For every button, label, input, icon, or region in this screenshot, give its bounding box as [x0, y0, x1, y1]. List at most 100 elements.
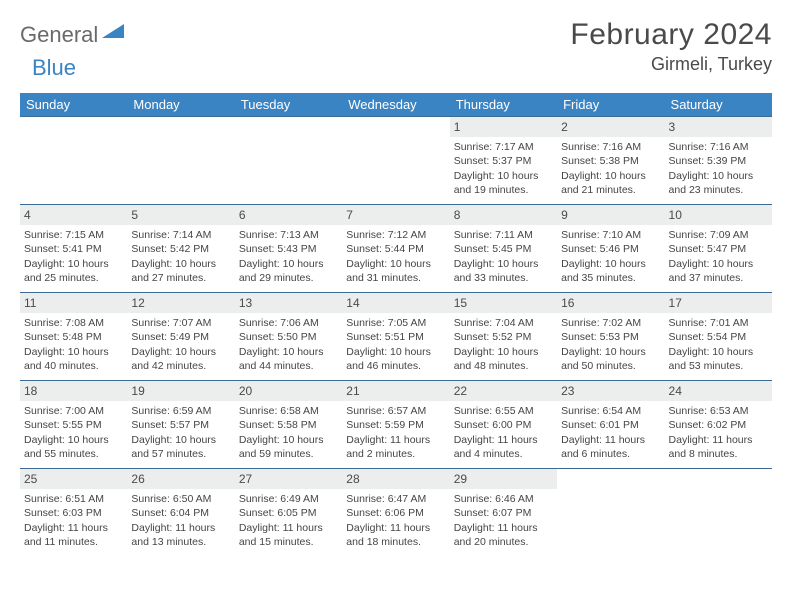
- calendar-cell: 8Sunrise: 7:11 AMSunset: 5:45 PMDaylight…: [450, 205, 557, 293]
- calendar-cell: 19Sunrise: 6:59 AMSunset: 5:57 PMDayligh…: [127, 381, 234, 469]
- calendar-cell: [342, 117, 449, 205]
- calendar-cell: 1Sunrise: 7:17 AMSunset: 5:37 PMDaylight…: [450, 117, 557, 205]
- daylight-text: Daylight: 10 hours and 23 minutes.: [669, 169, 768, 197]
- daylight-text: Daylight: 10 hours and 48 minutes.: [454, 345, 553, 373]
- daylight-text: Daylight: 10 hours and 42 minutes.: [131, 345, 230, 373]
- calendar-cell: 28Sunrise: 6:47 AMSunset: 6:06 PMDayligh…: [342, 469, 449, 557]
- daylight-text: Daylight: 10 hours and 53 minutes.: [669, 345, 768, 373]
- sunrise-text: Sunrise: 7:07 AM: [131, 316, 230, 330]
- sunrise-text: Sunrise: 6:50 AM: [131, 492, 230, 506]
- day-number: 14: [342, 293, 449, 313]
- day-header: Saturday: [665, 93, 772, 117]
- day-number: 2: [557, 117, 664, 137]
- calendar-cell: [20, 117, 127, 205]
- calendar-cell: 29Sunrise: 6:46 AMSunset: 6:07 PMDayligh…: [450, 469, 557, 557]
- day-number: 22: [450, 381, 557, 401]
- calendar-cell: 24Sunrise: 6:53 AMSunset: 6:02 PMDayligh…: [665, 381, 772, 469]
- sunset-text: Sunset: 5:54 PM: [669, 330, 768, 344]
- day-header: Friday: [557, 93, 664, 117]
- sunset-text: Sunset: 5:42 PM: [131, 242, 230, 256]
- sunset-text: Sunset: 6:00 PM: [454, 418, 553, 432]
- sunrise-text: Sunrise: 6:46 AM: [454, 492, 553, 506]
- calendar-cell: [127, 117, 234, 205]
- day-header: Wednesday: [342, 93, 449, 117]
- calendar-cell: 15Sunrise: 7:04 AMSunset: 5:52 PMDayligh…: [450, 293, 557, 381]
- sunrise-text: Sunrise: 6:58 AM: [239, 404, 338, 418]
- day-number: 18: [20, 381, 127, 401]
- calendar-week: 25Sunrise: 6:51 AMSunset: 6:03 PMDayligh…: [20, 469, 772, 557]
- calendar-cell: 18Sunrise: 7:00 AMSunset: 5:55 PMDayligh…: [20, 381, 127, 469]
- daylight-text: Daylight: 10 hours and 19 minutes.: [454, 169, 553, 197]
- title-block: February 2024 Girmeli, Turkey: [570, 18, 772, 75]
- day-header: Tuesday: [235, 93, 342, 117]
- daylight-text: Daylight: 11 hours and 13 minutes.: [131, 521, 230, 549]
- sunrise-text: Sunrise: 7:12 AM: [346, 228, 445, 242]
- sunrise-text: Sunrise: 7:16 AM: [669, 140, 768, 154]
- sunset-text: Sunset: 5:53 PM: [561, 330, 660, 344]
- daylight-text: Daylight: 11 hours and 6 minutes.: [561, 433, 660, 461]
- day-number: 11: [20, 293, 127, 313]
- daylight-text: Daylight: 10 hours and 40 minutes.: [24, 345, 123, 373]
- daylight-text: Daylight: 10 hours and 44 minutes.: [239, 345, 338, 373]
- day-number: 21: [342, 381, 449, 401]
- sunset-text: Sunset: 6:02 PM: [669, 418, 768, 432]
- calendar-week: 18Sunrise: 7:00 AMSunset: 5:55 PMDayligh…: [20, 381, 772, 469]
- daylight-text: Daylight: 11 hours and 2 minutes.: [346, 433, 445, 461]
- daylight-text: Daylight: 11 hours and 8 minutes.: [669, 433, 768, 461]
- sunset-text: Sunset: 6:07 PM: [454, 506, 553, 520]
- sunrise-text: Sunrise: 6:55 AM: [454, 404, 553, 418]
- sunset-text: Sunset: 5:43 PM: [239, 242, 338, 256]
- day-number: 19: [127, 381, 234, 401]
- day-number: 29: [450, 469, 557, 489]
- sunrise-text: Sunrise: 6:51 AM: [24, 492, 123, 506]
- day-header: Sunday: [20, 93, 127, 117]
- day-number: 5: [127, 205, 234, 225]
- sunrise-text: Sunrise: 6:47 AM: [346, 492, 445, 506]
- day-number: 24: [665, 381, 772, 401]
- daylight-text: Daylight: 10 hours and 37 minutes.: [669, 257, 768, 285]
- calendar-cell: 6Sunrise: 7:13 AMSunset: 5:43 PMDaylight…: [235, 205, 342, 293]
- day-number: 12: [127, 293, 234, 313]
- sunset-text: Sunset: 5:38 PM: [561, 154, 660, 168]
- sunrise-text: Sunrise: 7:17 AM: [454, 140, 553, 154]
- day-number: 3: [665, 117, 772, 137]
- calendar-cell: [557, 469, 664, 557]
- day-number: 20: [235, 381, 342, 401]
- calendar-cell: 5Sunrise: 7:14 AMSunset: 5:42 PMDaylight…: [127, 205, 234, 293]
- calendar-cell: 12Sunrise: 7:07 AMSunset: 5:49 PMDayligh…: [127, 293, 234, 381]
- calendar-cell: 20Sunrise: 6:58 AMSunset: 5:58 PMDayligh…: [235, 381, 342, 469]
- sunrise-text: Sunrise: 7:15 AM: [24, 228, 123, 242]
- sunset-text: Sunset: 5:50 PM: [239, 330, 338, 344]
- day-number: 8: [450, 205, 557, 225]
- sunrise-text: Sunrise: 7:05 AM: [346, 316, 445, 330]
- sunrise-text: Sunrise: 7:01 AM: [669, 316, 768, 330]
- daylight-text: Daylight: 10 hours and 25 minutes.: [24, 257, 123, 285]
- daylight-text: Daylight: 11 hours and 15 minutes.: [239, 521, 338, 549]
- day-number: 13: [235, 293, 342, 313]
- sunset-text: Sunset: 5:46 PM: [561, 242, 660, 256]
- month-title: February 2024: [570, 18, 772, 52]
- calendar-week: 4Sunrise: 7:15 AMSunset: 5:41 PMDaylight…: [20, 205, 772, 293]
- sunrise-text: Sunrise: 7:16 AM: [561, 140, 660, 154]
- sunset-text: Sunset: 5:59 PM: [346, 418, 445, 432]
- sunrise-text: Sunrise: 7:11 AM: [454, 228, 553, 242]
- calendar-week: 11Sunrise: 7:08 AMSunset: 5:48 PMDayligh…: [20, 293, 772, 381]
- day-number: 15: [450, 293, 557, 313]
- day-number: 25: [20, 469, 127, 489]
- calendar-head: SundayMondayTuesdayWednesdayThursdayFrid…: [20, 93, 772, 117]
- daylight-text: Daylight: 10 hours and 59 minutes.: [239, 433, 338, 461]
- sunset-text: Sunset: 5:44 PM: [346, 242, 445, 256]
- day-number: 17: [665, 293, 772, 313]
- sunset-text: Sunset: 5:47 PM: [669, 242, 768, 256]
- daylight-text: Daylight: 10 hours and 33 minutes.: [454, 257, 553, 285]
- calendar-cell: 4Sunrise: 7:15 AMSunset: 5:41 PMDaylight…: [20, 205, 127, 293]
- sunset-text: Sunset: 5:39 PM: [669, 154, 768, 168]
- sunrise-text: Sunrise: 7:00 AM: [24, 404, 123, 418]
- daylight-text: Daylight: 10 hours and 57 minutes.: [131, 433, 230, 461]
- sunrise-text: Sunrise: 6:49 AM: [239, 492, 338, 506]
- day-header: Monday: [127, 93, 234, 117]
- sunset-text: Sunset: 6:04 PM: [131, 506, 230, 520]
- calendar-cell: 21Sunrise: 6:57 AMSunset: 5:59 PMDayligh…: [342, 381, 449, 469]
- sunrise-text: Sunrise: 6:59 AM: [131, 404, 230, 418]
- logo-triangle-icon: [102, 18, 124, 44]
